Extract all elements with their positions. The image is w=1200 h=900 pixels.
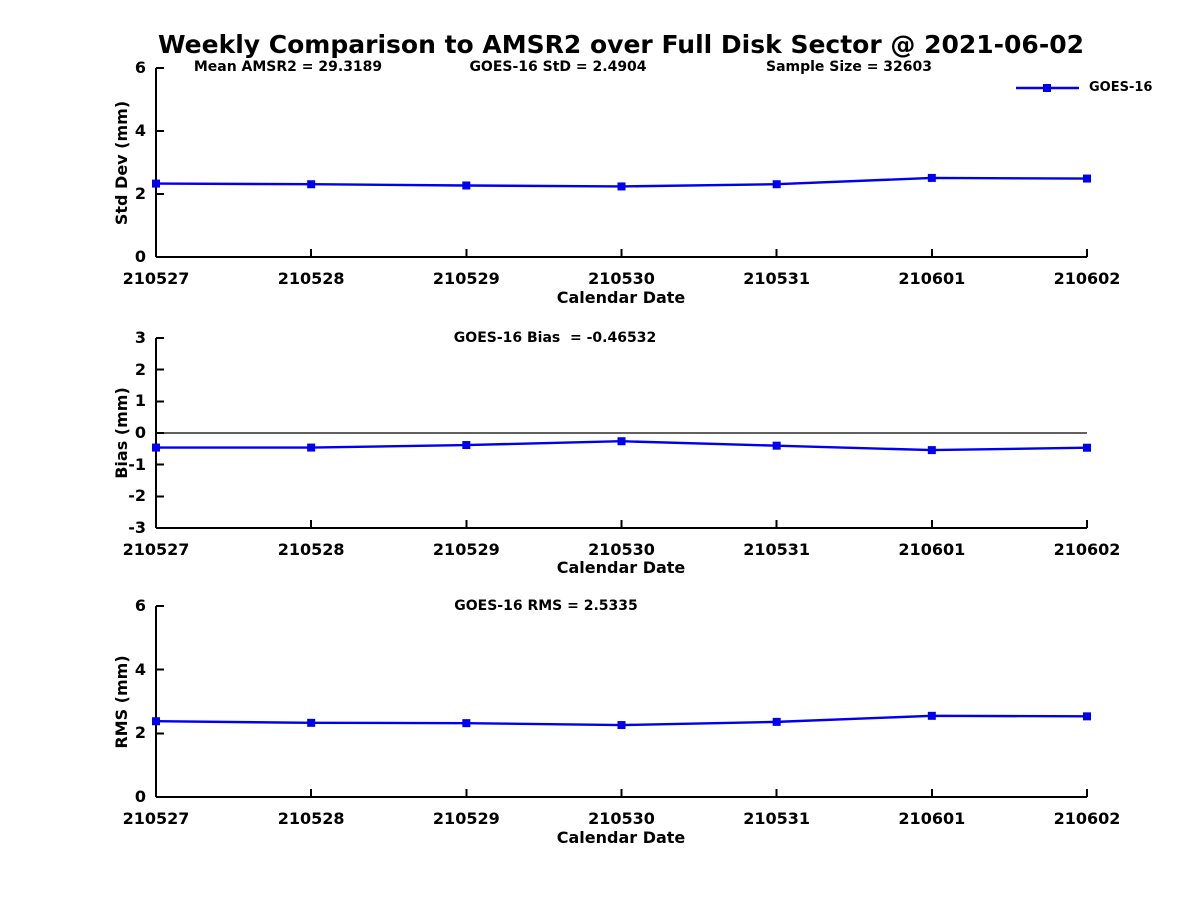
data-point-marker — [772, 717, 781, 726]
x-tick-label: 210527 — [122, 809, 190, 828]
data-point-marker — [617, 721, 626, 730]
x-tick-label: 210528 — [277, 269, 345, 288]
data-point-marker — [307, 718, 316, 727]
legend: GOES-16 — [1015, 80, 1152, 96]
data-point-marker — [927, 711, 936, 720]
x-tick-label: 210530 — [588, 540, 655, 559]
annotation-sample-size: Sample Size = 32603 — [765, 59, 933, 75]
data-point-marker — [152, 717, 160, 726]
y-tick-label: -2 — [128, 486, 146, 506]
x-axis-label-rms: Calendar Date — [556, 828, 686, 847]
x-tick-label: 210531 — [743, 809, 811, 828]
annotation-goes-bias: GOES-16 Bias = -0.46532 — [453, 330, 657, 346]
data-point-marker — [1083, 443, 1091, 452]
x-tick-label: 210527 — [122, 540, 190, 559]
data-point-marker — [462, 181, 471, 190]
data-point-marker — [1083, 712, 1091, 721]
y-tick-label: 2 — [134, 359, 146, 379]
data-point-marker — [462, 719, 471, 728]
y-axis-label-std-dev: Std Dev (mm) — [112, 100, 131, 226]
data-point-marker — [772, 441, 781, 450]
x-tick-label: 210529 — [432, 809, 500, 828]
legend-label: GOES-16 — [1089, 80, 1153, 95]
x-tick-label: 210601 — [898, 809, 966, 828]
legend-line-marker-icon — [1016, 84, 1079, 92]
x-tick-label: 210530 — [588, 269, 655, 288]
annotation-mean-amsr2: Mean AMSR2 = 29.3189 — [193, 59, 383, 75]
x-tick-label: 210531 — [743, 540, 811, 559]
x-tick-label: 210602 — [1053, 809, 1121, 828]
annotation-goes-std: GOES-16 StD = 2.4904 — [469, 59, 647, 75]
data-point-marker — [307, 180, 316, 189]
y-tick-label: -3 — [128, 518, 146, 537]
y-tick-label: 3 — [134, 328, 146, 347]
y-tick-label: 2 — [134, 723, 146, 743]
y-tick-label: 4 — [134, 121, 146, 140]
y-axis-label-rms: RMS (mm) — [112, 655, 131, 749]
y-tick-label: 1 — [134, 391, 146, 411]
annotation-goes-rms: GOES-16 RMS = 2.5335 — [454, 598, 638, 614]
data-point-marker — [307, 443, 316, 452]
y-tick-label: 0 — [134, 787, 146, 806]
data-point-marker — [1083, 174, 1091, 183]
data-point-marker — [772, 180, 781, 189]
data-point-marker — [152, 443, 160, 452]
data-point-marker — [462, 441, 471, 450]
data-point-marker — [927, 446, 936, 455]
x-tick-label: 210530 — [588, 809, 655, 828]
x-tick-label: 210601 — [898, 540, 966, 559]
figure-title: Weekly Comparison to AMSR2 over Full Dis… — [157, 30, 1084, 59]
x-tick-label: 210528 — [277, 809, 345, 828]
data-point-marker — [617, 437, 626, 446]
x-tick-label: 210602 — [1053, 269, 1121, 288]
x-tick-label: 210528 — [277, 540, 345, 559]
y-tick-label: 6 — [134, 58, 146, 77]
x-axis-label-bias: Calendar Date — [556, 558, 686, 577]
x-axis-label-std-dev: Calendar Date — [556, 288, 686, 307]
x-tick-label: 210531 — [743, 269, 811, 288]
x-tick-label: 210527 — [122, 269, 190, 288]
y-tick-label: 0 — [134, 423, 146, 442]
y-tick-label: -1 — [128, 454, 146, 474]
y-tick-label: 2 — [134, 184, 146, 203]
data-point-marker — [617, 182, 626, 191]
y-tick-label: 4 — [134, 659, 146, 679]
y-tick-label: 0 — [134, 247, 146, 266]
data-point-marker — [927, 173, 936, 182]
x-tick-label: 210529 — [432, 540, 500, 559]
data-point-marker — [152, 179, 160, 188]
x-tick-label: 210602 — [1053, 540, 1121, 559]
x-tick-label: 210529 — [432, 269, 500, 288]
x-tick-label: 210601 — [898, 269, 966, 288]
y-tick-label: 6 — [134, 596, 146, 615]
